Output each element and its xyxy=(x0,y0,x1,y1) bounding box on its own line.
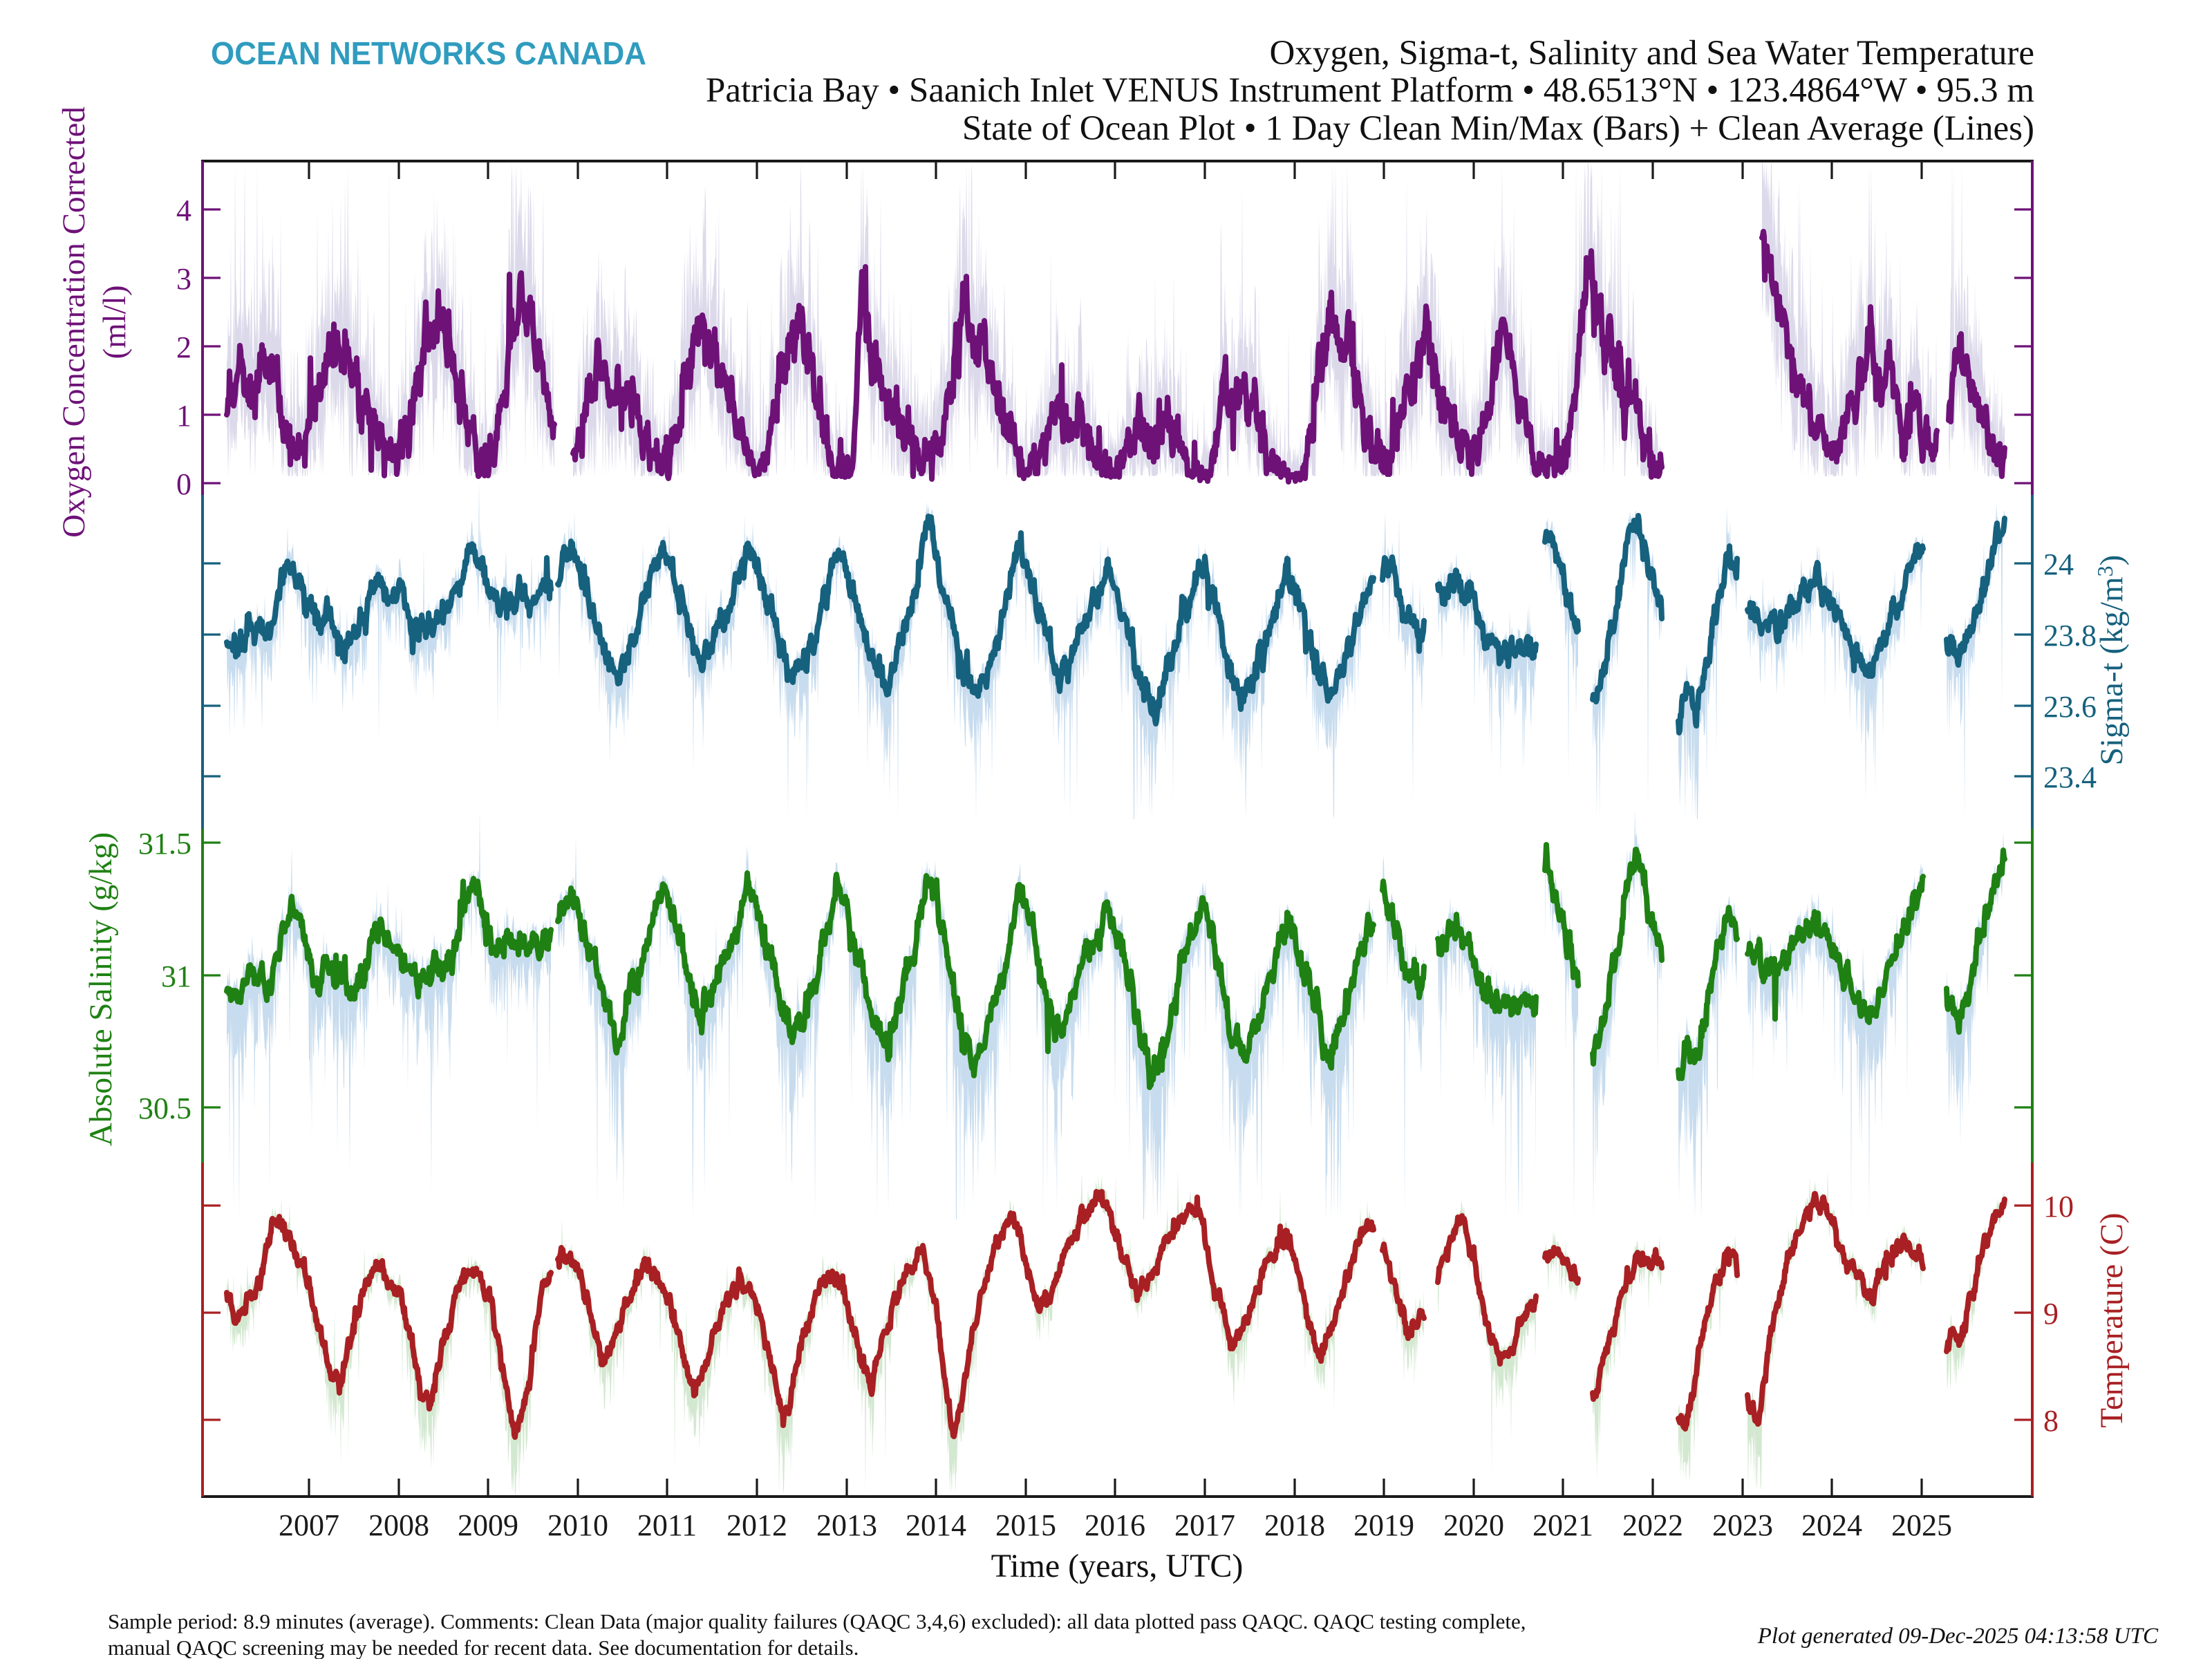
svg-text:2: 2 xyxy=(176,330,191,364)
svg-text:2017: 2017 xyxy=(1174,1508,1235,1542)
svg-text:2018: 2018 xyxy=(1264,1508,1325,1542)
svg-text:2008: 2008 xyxy=(368,1508,429,1542)
svg-text:2022: 2022 xyxy=(1622,1508,1683,1542)
svg-text:2010: 2010 xyxy=(547,1508,608,1542)
svg-text:2016: 2016 xyxy=(1085,1508,1145,1542)
svg-text:Oxygen, Sigma-t, Salinity and: Oxygen, Sigma-t, Salinity and Sea Water … xyxy=(1270,34,2035,73)
svg-text:9: 9 xyxy=(2043,1297,2059,1331)
svg-text:Time (years, UTC): Time (years, UTC) xyxy=(991,1548,1244,1584)
svg-text:2020: 2020 xyxy=(1443,1508,1504,1542)
svg-text:2013: 2013 xyxy=(816,1508,877,1542)
svg-text:23.8: 23.8 xyxy=(2043,619,2097,653)
svg-text:24: 24 xyxy=(2043,547,2074,581)
svg-text:manual QAQC screening may be n: manual QAQC screening may be needed for … xyxy=(108,1635,859,1659)
svg-text:2011: 2011 xyxy=(637,1508,697,1542)
svg-text:Temperature (C): Temperature (C) xyxy=(2094,1212,2130,1427)
svg-text:2024: 2024 xyxy=(1801,1508,1862,1542)
svg-text:(ml/l): (ml/l) xyxy=(97,285,133,359)
svg-text:31: 31 xyxy=(161,959,191,993)
svg-text:2015: 2015 xyxy=(995,1508,1056,1542)
svg-text:2009: 2009 xyxy=(458,1508,518,1542)
svg-text:Sample period: 8.9 minutes (av: Sample period: 8.9 minutes (average). Co… xyxy=(108,1609,1526,1633)
svg-text:2014: 2014 xyxy=(906,1508,966,1542)
svg-text:2007: 2007 xyxy=(279,1508,339,1542)
svg-text:2012: 2012 xyxy=(727,1508,787,1542)
svg-text:2025: 2025 xyxy=(1891,1508,1952,1542)
svg-text:4: 4 xyxy=(176,194,191,227)
svg-text:Patricia Bay • Saanich Inlet V: Patricia Bay • Saanich Inlet VENUS Instr… xyxy=(706,71,2034,110)
svg-text:Plot generated 09-Dec-2025 04:: Plot generated 09-Dec-2025 04:13:58 UTC xyxy=(1757,1624,2159,1649)
svg-text:23.4: 23.4 xyxy=(2043,760,2097,794)
svg-text:10: 10 xyxy=(2043,1190,2074,1224)
svg-text:8: 8 xyxy=(2043,1404,2059,1438)
svg-text:30.5: 30.5 xyxy=(138,1091,191,1125)
svg-text:23.6: 23.6 xyxy=(2043,690,2097,724)
svg-text:3: 3 xyxy=(176,262,191,296)
svg-text:State of Ocean Plot • 1 Day Cl: State of Ocean Plot • 1 Day Clean Min/Ma… xyxy=(962,109,2034,148)
svg-text:Absolute Salinity (g/kg): Absolute Salinity (g/kg) xyxy=(83,832,119,1146)
svg-text:Oxygen Concentration Corrected: Oxygen Concentration Corrected xyxy=(56,106,92,538)
svg-text:2019: 2019 xyxy=(1353,1508,1414,1542)
svg-text:2021: 2021 xyxy=(1533,1508,1593,1542)
svg-text:Sigma-t (kg/m3): Sigma-t (kg/m3) xyxy=(2092,555,2130,766)
svg-text:1: 1 xyxy=(176,399,191,433)
svg-text:2023: 2023 xyxy=(1712,1508,1773,1542)
svg-text:OCEAN NETWORKS CANADA: OCEAN NETWORKS CANADA xyxy=(211,35,646,71)
svg-text:0: 0 xyxy=(176,467,191,501)
svg-text:31.5: 31.5 xyxy=(138,827,191,861)
